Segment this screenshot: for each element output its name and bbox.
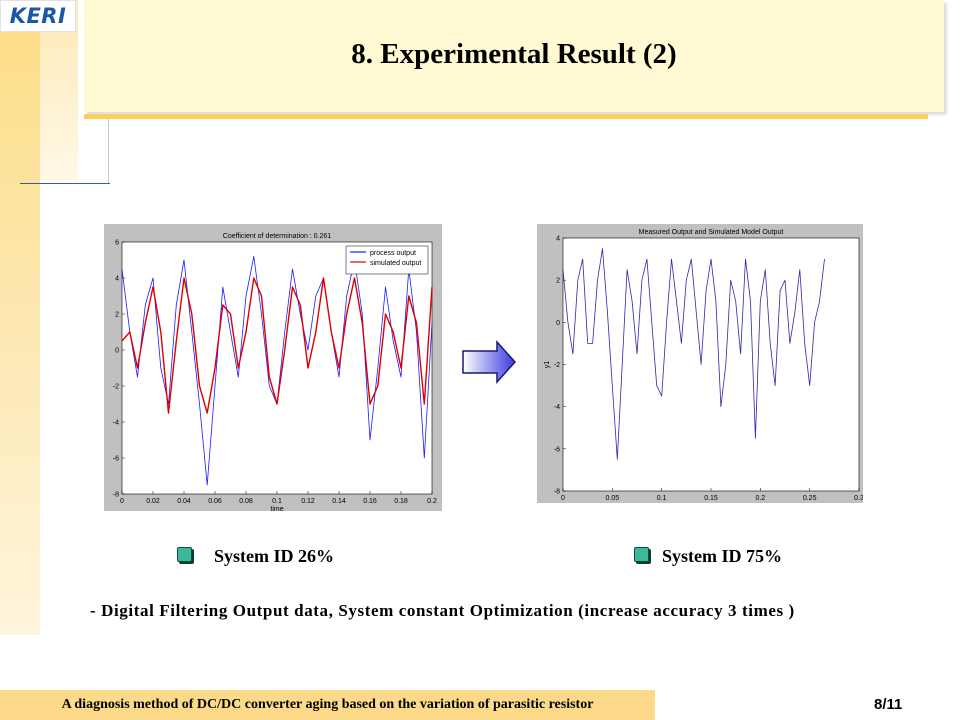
x-tick-label: 0.02 (146, 498, 160, 505)
chart-right: Measured Output and Simulated Model Outp… (544, 229, 863, 502)
y-tick-label: 0 (115, 348, 119, 355)
plot-area (121, 241, 433, 495)
x-tick-label: 0.16 (363, 498, 377, 505)
x-tick-label: 0.2 (427, 498, 437, 505)
title-box (84, 0, 944, 112)
y-axis-label: y1 (544, 361, 551, 369)
y-tick-label: -2 (113, 384, 119, 391)
x-tick-label: 0.2 (755, 495, 765, 502)
y-tick-label: -4 (113, 420, 119, 427)
bullet-left-icon (177, 547, 192, 562)
legend-box (345, 245, 429, 275)
series-line-0 (562, 248, 825, 460)
x-tick-label: 0.3 (854, 495, 863, 502)
y-tick-label: -4 (554, 404, 560, 411)
footer-bar: A diagnosis method of DC/DC converter ag… (0, 690, 655, 720)
x-tick-label: 0.1 (657, 495, 667, 502)
chart-left: Coefficient of determination : 0.261 0 0.0… (113, 233, 437, 511)
page-number: 8/11 (874, 696, 903, 713)
y-tick-label: 6 (115, 240, 119, 247)
decor-horizontal-line (20, 183, 110, 184)
plot-area (562, 237, 860, 492)
x-tick-label: 0.06 (208, 498, 222, 505)
title-underline (84, 114, 928, 119)
legend-label: process output (370, 250, 416, 257)
chart-right-panel: Measured Output and Simulated Model Outp… (537, 224, 863, 503)
y-tick-label: -8 (554, 489, 560, 496)
caption-right: System ID 75% (662, 546, 782, 566)
x-tick-label: 0 (120, 498, 124, 505)
x-tick-label: 0.18 (394, 498, 408, 505)
x-tick-label: 0.05 (606, 495, 620, 502)
x-axis-label: time (270, 506, 283, 511)
x-tick-label: 0.12 (301, 498, 315, 505)
right-arrow-icon (462, 340, 517, 384)
y-tick-label: -2 (554, 362, 560, 369)
caption-left: System ID 26% (214, 546, 334, 566)
series-line-simulated-output (121, 277, 433, 414)
bullet-right-icon (634, 547, 649, 562)
decor-vertical-line (108, 119, 109, 183)
page-title: 8. Experimental Result (2) (351, 38, 677, 70)
x-tick-label: 0 (561, 495, 565, 502)
chart-left-panel: Coefficient of determination : 0.261 0 0.0… (104, 224, 442, 511)
legend-label: simulated output (370, 260, 421, 267)
y-tick-label: -6 (554, 446, 560, 453)
y-tick-label: 4 (556, 236, 560, 243)
y-tick-label: 0 (556, 320, 560, 327)
chart-title: Coefficient of determination : 0.261 (223, 233, 332, 240)
x-tick-label: 0.14 (332, 498, 346, 505)
y-tick-label: 2 (115, 312, 119, 319)
x-tick-label: 0.15 (704, 495, 718, 502)
logo-text: KERI (9, 4, 67, 28)
x-tick-label: 0.1 (272, 498, 282, 505)
x-tick-label: 0.04 (177, 498, 191, 505)
chart-title: Measured Output and Simulated Model Outp… (639, 229, 784, 236)
keri-logo: KERI (0, 0, 76, 32)
y-tick-label: -8 (113, 492, 119, 499)
left-decor-bar (0, 0, 40, 635)
y-tick-label: 2 (556, 278, 560, 285)
x-tick-label: 0.08 (239, 498, 253, 505)
y-tick-label: -6 (113, 456, 119, 463)
result-note: - Digital Filtering Output data, System … (90, 601, 795, 620)
footer-text: A diagnosis method of DC/DC converter ag… (61, 697, 594, 712)
x-tick-label: 0.25 (803, 495, 817, 502)
y-tick-label: 4 (115, 276, 119, 283)
